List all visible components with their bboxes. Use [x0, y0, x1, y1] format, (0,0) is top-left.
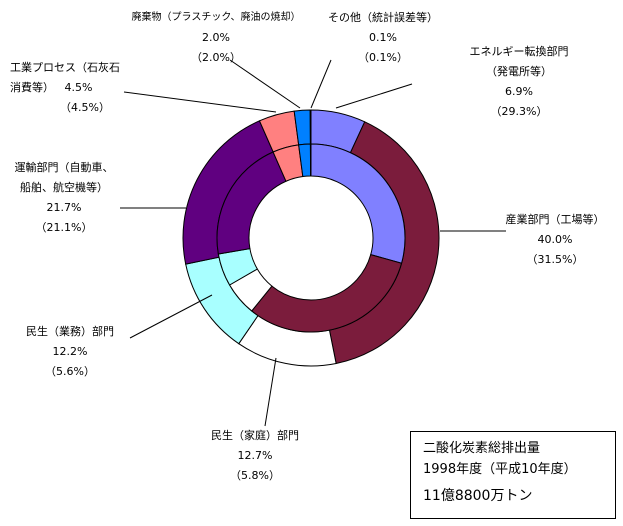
leader-process [123, 91, 277, 113]
label-business-name: 民生（業務）部門 [26, 325, 114, 338]
label-transport-name1: 運輸部門（自動車、 [14, 161, 114, 174]
label-other-inner: （0.1%） [358, 51, 408, 64]
leader-business [129, 294, 213, 339]
label-other-name: その他（統計誤差等） [328, 11, 438, 24]
label-transport: 運輸部門（自動車、 船舶、航空機等） 21.7% （21.1%） [4, 158, 124, 238]
label-other: その他（統計誤差等） 0.1% （0.1%） [318, 8, 448, 68]
label-energy-outer: 6.9% [505, 85, 533, 98]
label-waste: 廃棄物（プラスチック、廃油の焼却） 2.0% （2.0%） [118, 8, 314, 68]
label-transport-inner: （21.1%） [35, 221, 93, 234]
summary-year: 1998年度（平成10年度） [423, 462, 577, 477]
label-process-outer: 4.5% [64, 81, 93, 94]
label-industry-outer: 40.0% [537, 233, 573, 246]
leader-waste [229, 59, 301, 109]
leader-other [310, 59, 332, 109]
label-transport-outer: 21.7% [46, 201, 82, 214]
label-transport-name2: 船舶、航空機等） [20, 181, 108, 194]
label-industry-name: 産業部門（工場等） [505, 213, 605, 226]
summary-title: 二酸化炭素総排出量 [423, 441, 541, 456]
label-energy-name2: （発電所等） [486, 65, 552, 78]
summary-total: 11億8800万トン [423, 488, 533, 504]
inner-ring [216, 143, 406, 333]
label-process: 工業プロセス（石灰石 消費等） 4.5% （4.5%） [10, 58, 140, 118]
label-energy-inner: （29.3%） [490, 105, 548, 118]
inner-slice-industry [251, 254, 403, 333]
leader-household [264, 357, 277, 427]
label-other-outer: 0.1% [369, 31, 397, 44]
label-business: 民生（業務）部門 12.2% （5.6%） [8, 322, 132, 382]
label-waste-name: 廃棄物（プラスチック、廃油の焼却） [131, 12, 301, 23]
label-industry-inner: （31.5%） [526, 253, 584, 266]
label-process-name1: 工業プロセス（石灰石 [10, 61, 120, 74]
summary-box: 二酸化炭素総排出量 1998年度（平成10年度） 11億8800万トン [410, 431, 616, 519]
leader-lines [120, 59, 506, 427]
outer-slice-other [309, 109, 312, 145]
label-household-outer: 12.7% [237, 449, 273, 462]
label-household-inner: （5.8%） [230, 469, 280, 482]
label-energy: エネルギー転換部門 （発電所等） 6.9% （29.3%） [444, 42, 594, 122]
label-waste-inner: （2.0%） [191, 51, 241, 64]
label-business-outer: 12.2% [52, 345, 88, 358]
leader-energy [335, 83, 413, 109]
label-household: 民生（家庭）部門 12.7% （5.8%） [190, 426, 320, 486]
label-household-name: 民生（家庭）部門 [211, 429, 299, 442]
label-industry: 産業部門（工場等） 40.0% （31.5%） [490, 210, 620, 270]
outer-ring [182, 109, 440, 367]
label-business-inner: （5.6%） [45, 365, 95, 378]
label-energy-name1: エネルギー転換部門 [469, 45, 569, 58]
inner-slice-other [309, 143, 312, 177]
label-process-name2: 消費等） [10, 81, 54, 94]
label-waste-outer: 2.0% [202, 31, 230, 44]
label-process-inner: （4.5%） [60, 101, 110, 114]
